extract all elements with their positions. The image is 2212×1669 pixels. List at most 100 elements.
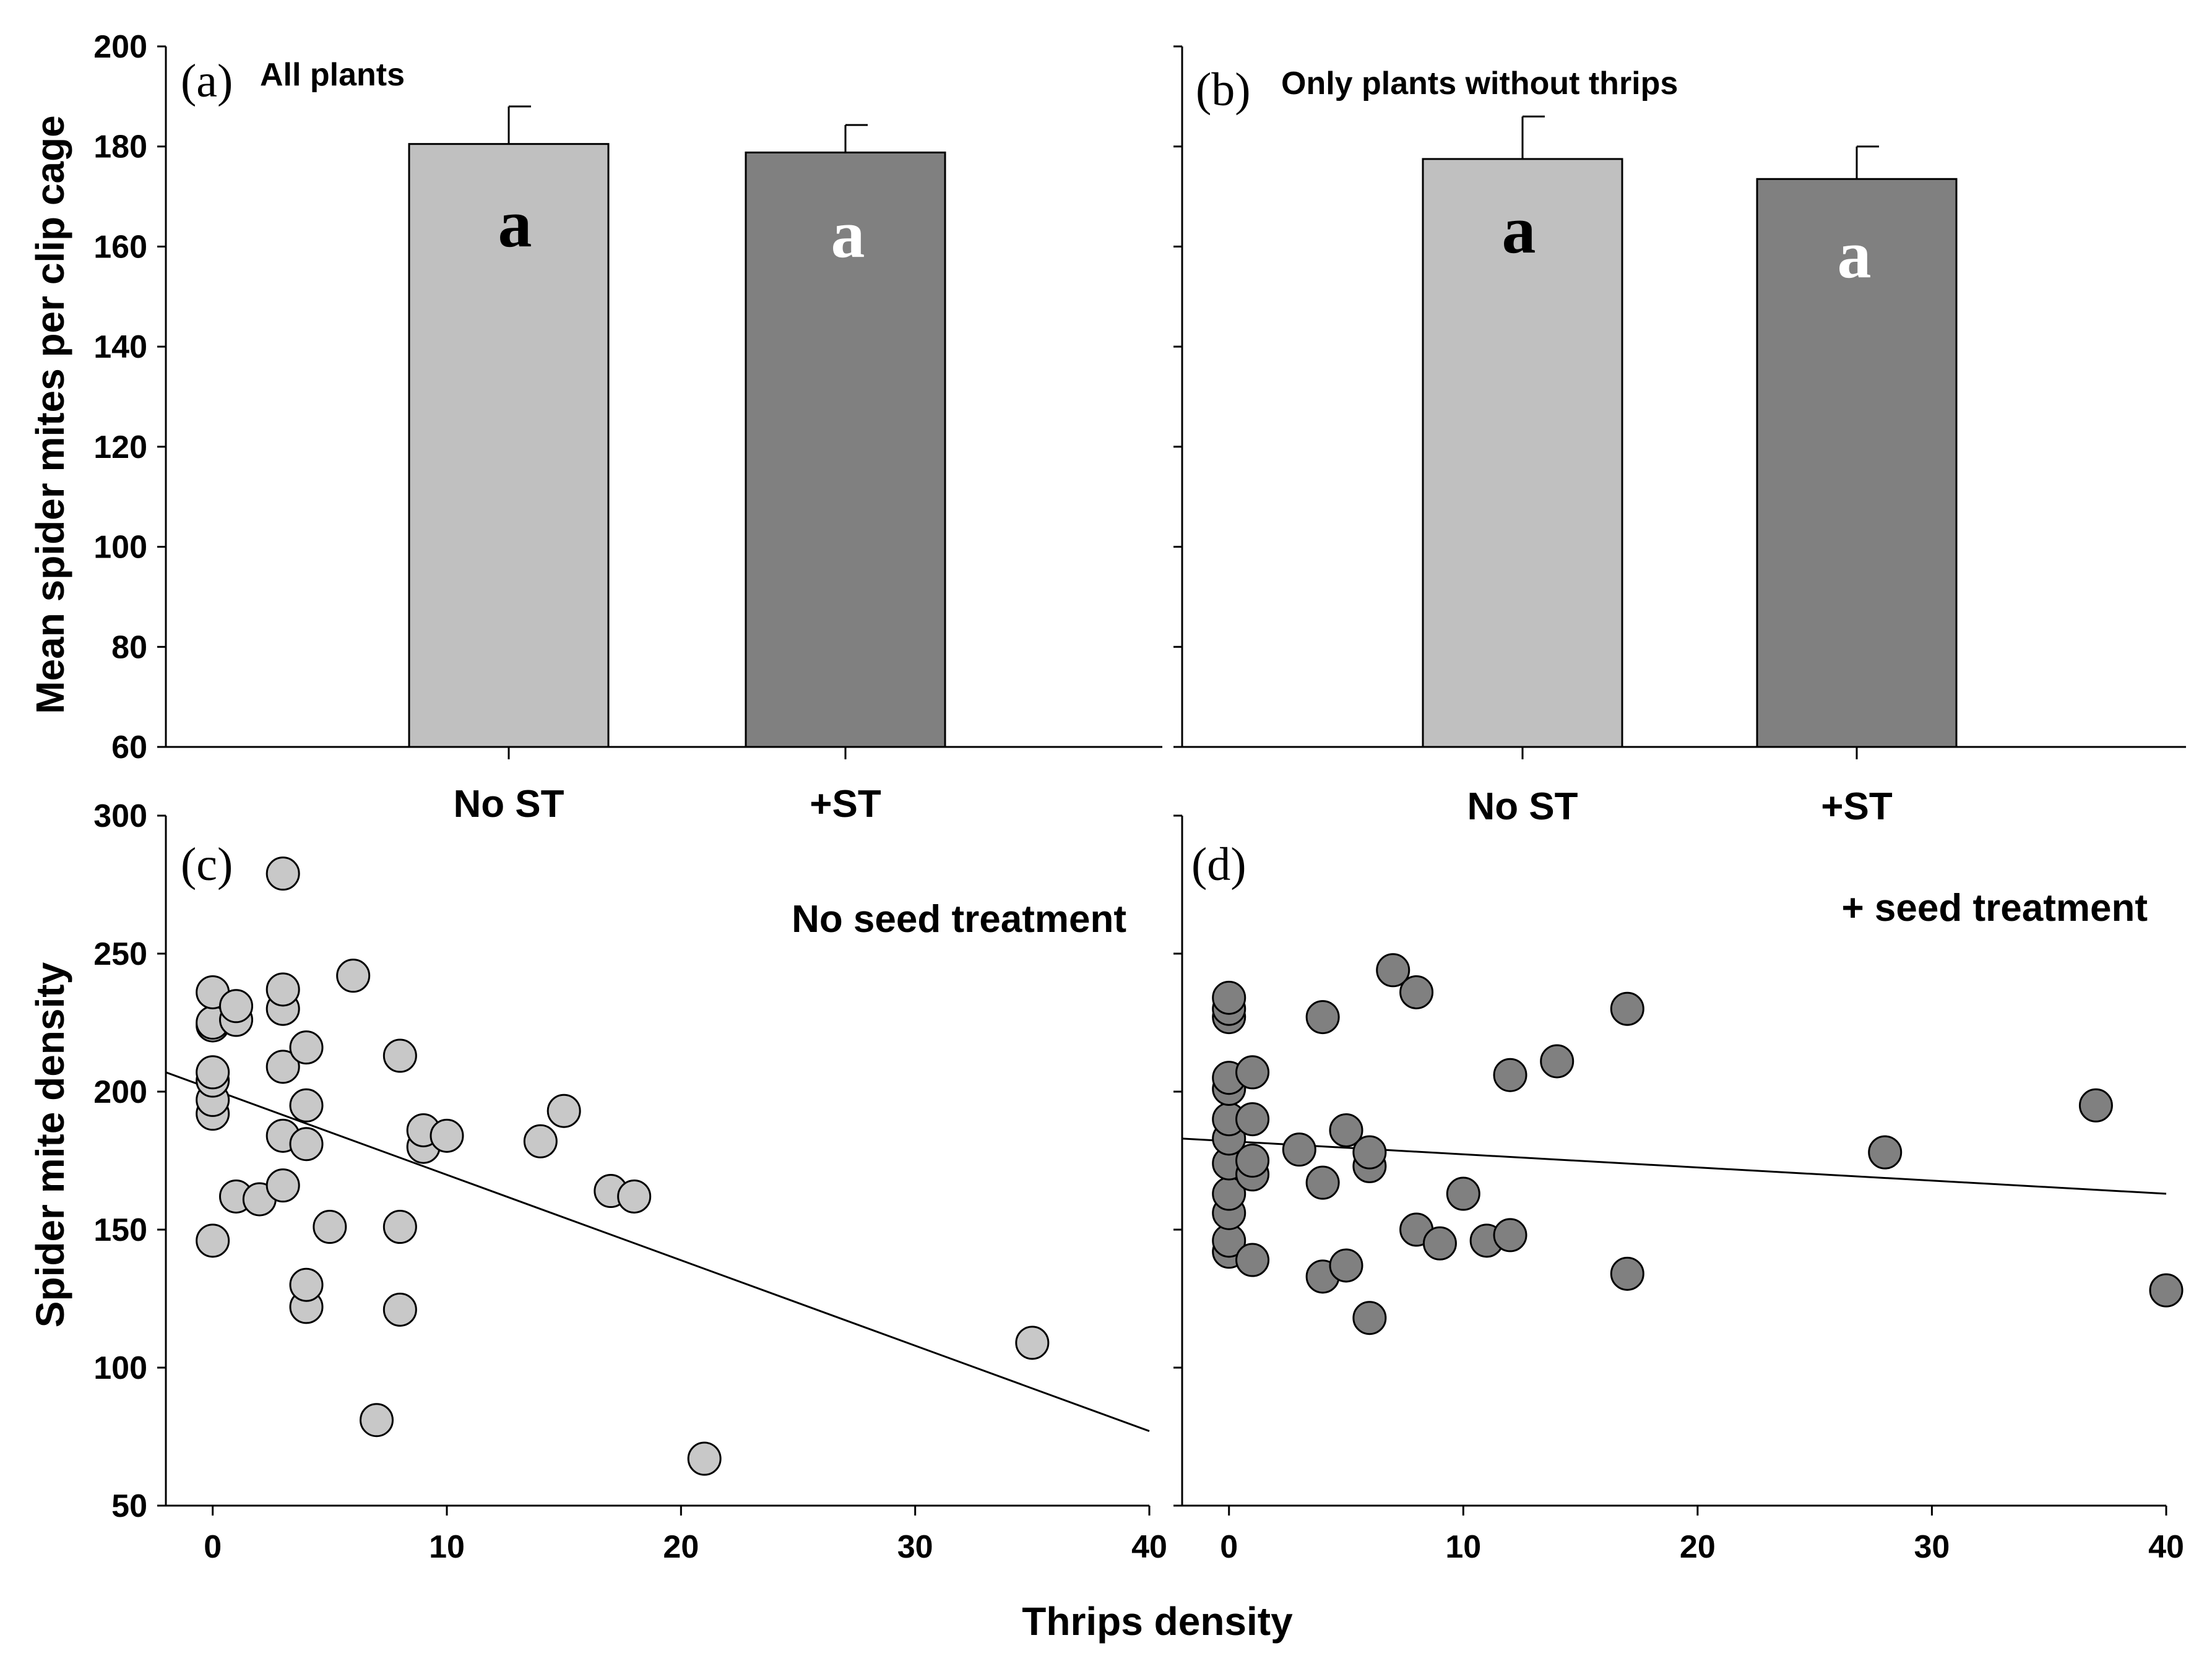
data-point [1868,1135,1903,1170]
panel-d-label: (d) [1191,839,1246,891]
data-point [1446,1176,1480,1211]
panel-c-label: (c) [181,839,233,891]
bar [1756,178,1958,748]
data-point [1399,975,1434,1009]
data-point [196,1223,230,1258]
panel-c-marks [165,856,1150,1476]
x-tick-label: 20 [663,1529,699,1565]
y-tick-label: 150 [93,1212,147,1248]
x-tick-label: 40 [1131,1529,1167,1565]
data-point [382,1038,417,1073]
data-point [1282,1132,1316,1167]
data-point [313,1210,347,1244]
data-point [1352,1301,1387,1335]
panel-c-title: No seed treatment [792,898,1126,941]
x-tick-label: 0 [204,1529,222,1565]
panel-b-significance-letter: a [1502,192,1536,267]
data-point [289,1030,324,1065]
y-tick-label: 250 [93,936,147,972]
x-tick-label: 40 [2148,1529,2184,1565]
y-tick-label: 100 [93,530,147,566]
data-point [1540,1044,1575,1079]
panel-d-ticks: 0 10 20 30 40 [1173,814,2184,1565]
data-point [266,856,300,891]
x-tick-label: 10 [1445,1529,1481,1565]
y-axis-title-scatter: Spider mite density [28,962,72,1327]
data-point [289,1088,324,1123]
panel-b: (b) Only plants without thrips No ST +ST… [1173,45,2186,828]
data-point [382,1292,417,1327]
panel-a-axes [165,46,1162,748]
panel-c: 50 100 150 200 250 300 0 10 20 30 40 (c) No seed t… [93,798,1167,1565]
panel-b-axes [1181,46,2186,748]
data-point [1352,1135,1387,1170]
y-tick-label: 120 [93,429,147,465]
panel-a-title: All plants [260,57,405,93]
panel-b-category-label: +ST [1821,785,1893,828]
y-tick-label: 200 [93,29,147,65]
panel-a-marks [408,105,946,759]
data-point [2078,1088,2113,1123]
data-point [1493,1058,1527,1092]
x-tick-label: 30 [1914,1529,1950,1565]
data-point [382,1210,417,1244]
data-point [1329,1248,1363,1283]
panel-d-axes [1181,816,2166,1507]
panel-d: 0 10 20 30 40 (d) + seed treatment [1173,814,2184,1565]
y-tick-label: 300 [93,798,147,834]
bar [745,151,946,748]
data-point [289,1267,324,1302]
y-tick-label: 60 [111,730,147,765]
data-point [1235,1144,1270,1178]
panel-a-category-label: No ST [453,783,564,826]
panel-b-marks [1422,115,1958,759]
data-point [1015,1326,1050,1360]
data-point [1610,991,1644,1026]
data-point [1235,1055,1270,1090]
panel-a-category-label: +ST [810,783,881,826]
panel-d-marks [1182,953,2184,1335]
data-point [266,1168,300,1203]
data-point [1235,1243,1270,1277]
data-point [1610,1256,1644,1291]
data-point [2149,1273,2184,1308]
panel-b-label: (b) [1196,64,1251,116]
panel-b-ticks [1173,45,1182,748]
panel-a-label: (a) [181,55,233,107]
x-axis-title: Thrips density [1022,1599,1293,1644]
data-point [1493,1218,1527,1253]
data-point [1329,1113,1363,1147]
data-point [1305,1165,1340,1200]
data-point [617,1179,652,1214]
panel-b-category-label: No ST [1467,785,1578,828]
data-point [1305,1000,1340,1035]
data-point [289,1127,324,1162]
data-point [1212,980,1246,1015]
data-point [266,1050,300,1084]
data-point [1376,953,1411,988]
y-tick-label: 80 [111,629,147,665]
panel-a-significance-letter: a [498,186,532,261]
data-point [219,989,253,1024]
panel-a: 60 80 100 120 140 160 180 200 (a) All plants No… [93,29,1162,826]
x-tick-label: 10 [429,1529,465,1565]
x-tick-label: 20 [1680,1529,1716,1565]
data-point [430,1118,464,1153]
panel-b-title: Only plants without thrips [1281,66,1678,101]
y-tick-label: 50 [111,1488,147,1524]
regression-line [1182,1137,2167,1195]
data-point [523,1124,558,1158]
y-tick-label: 160 [93,229,147,265]
data-point [196,1055,230,1090]
y-tick-label: 140 [93,329,147,365]
y-tick-label: 200 [93,1074,147,1110]
data-point [360,1403,394,1438]
panel-d-title: + seed treatment [1842,887,2148,929]
data-point [547,1093,581,1128]
regression-line [165,1071,1150,1432]
panel-b-significance-letter: a [1838,217,1872,292]
panel-a-ticks: 60 80 100 120 140 160 180 200 [93,29,166,765]
y-tick-label: 100 [93,1350,147,1386]
data-point [687,1441,722,1476]
